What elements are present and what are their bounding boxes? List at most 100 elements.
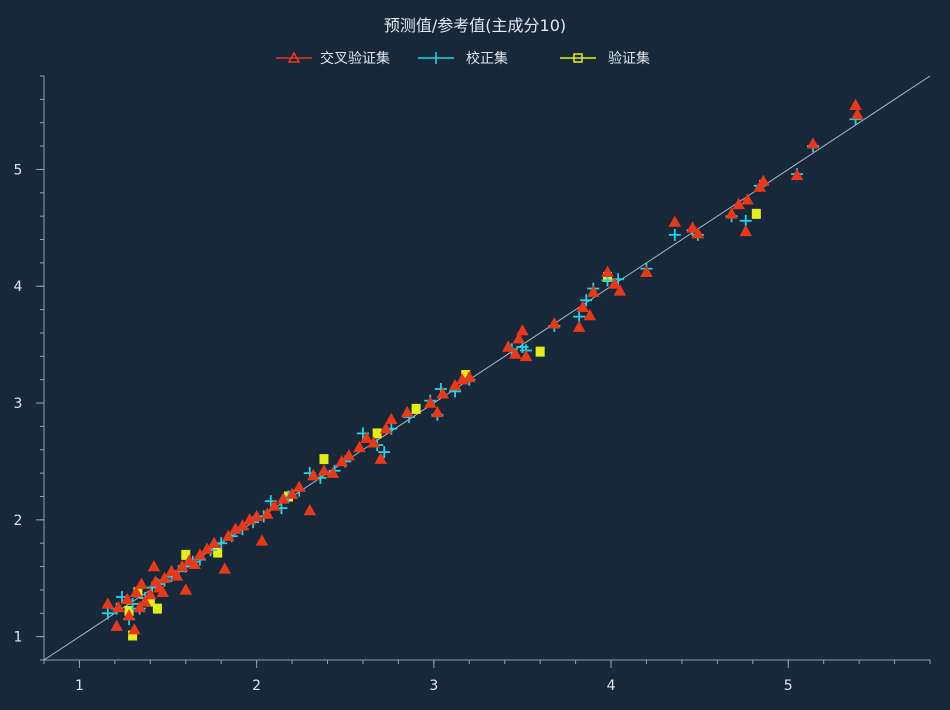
data-point <box>424 396 437 408</box>
data-point <box>436 387 449 399</box>
data-point <box>463 370 476 383</box>
data-point <box>152 603 162 614</box>
data-point <box>757 174 770 186</box>
data-point <box>138 595 152 607</box>
data-point <box>128 623 141 635</box>
data-point <box>319 454 329 465</box>
series-cross-validation <box>101 98 864 635</box>
data-point <box>516 324 529 336</box>
data-point <box>268 499 281 511</box>
legend-marker <box>573 53 583 63</box>
data-point <box>285 487 299 499</box>
data-point <box>851 107 864 120</box>
data-point <box>303 503 317 516</box>
data-point <box>317 464 331 476</box>
data-point <box>751 208 761 219</box>
data-point <box>112 600 125 613</box>
data-point <box>222 529 235 541</box>
data-point <box>307 468 320 481</box>
data-point <box>101 597 115 609</box>
data-point <box>431 405 444 418</box>
data-point <box>732 197 745 210</box>
data-point <box>512 332 526 344</box>
data-point <box>276 492 290 504</box>
data-point <box>335 454 348 467</box>
data-point <box>501 340 515 352</box>
data-point <box>548 317 561 329</box>
data-point <box>213 547 223 558</box>
data-point <box>725 207 738 219</box>
data-point <box>188 557 201 569</box>
legend-label: 交叉验证集 <box>320 50 390 67</box>
data-point <box>741 193 754 205</box>
legend-item[interactable]: 校正集 <box>418 50 508 67</box>
data-point <box>144 588 157 600</box>
data-point <box>668 228 681 241</box>
data-point <box>411 403 421 414</box>
data-point <box>170 569 184 581</box>
legend-label: 校正集 <box>466 50 508 67</box>
data-point <box>353 440 366 453</box>
data-point <box>790 168 804 181</box>
data-point <box>193 548 207 560</box>
data-point <box>122 609 136 621</box>
data-point <box>580 294 593 307</box>
data-point <box>179 583 193 595</box>
data-point <box>691 227 705 239</box>
data-point <box>165 564 178 576</box>
data-point <box>360 431 373 443</box>
data-point <box>260 507 274 519</box>
data-point <box>686 221 699 233</box>
data-point <box>601 265 614 277</box>
data-point <box>218 562 232 574</box>
x-tick-label: 3 <box>429 678 438 694</box>
x-tick-label: 5 <box>784 678 793 694</box>
data-point <box>121 592 134 605</box>
data-point <box>326 466 340 478</box>
data-point <box>156 585 169 598</box>
data-point <box>448 378 462 391</box>
data-point <box>576 300 589 313</box>
data-point <box>613 284 627 296</box>
data-point <box>739 224 752 237</box>
data-point <box>175 560 189 572</box>
data-point <box>181 549 191 560</box>
data-point <box>255 534 269 546</box>
data-point <box>640 265 653 277</box>
legend-item[interactable]: 交叉验证集 <box>276 50 390 67</box>
data-point <box>385 412 398 425</box>
data-point <box>849 98 862 110</box>
y-tick-label: 1 <box>14 630 23 646</box>
x-tick-label: 1 <box>75 678 84 694</box>
data-point <box>806 137 820 149</box>
data-point <box>519 349 533 362</box>
data-point <box>753 180 767 192</box>
data-point <box>583 308 597 321</box>
data-point <box>587 285 600 297</box>
data-point <box>158 571 171 583</box>
legend-label: 验证集 <box>608 50 650 67</box>
y-tick-label: 2 <box>14 513 23 529</box>
y-tick-label: 3 <box>14 396 23 412</box>
data-point <box>101 607 114 620</box>
axes: 1 2 3 4 5 1 2 3 4 5 <box>14 75 931 694</box>
data-point <box>236 519 249 531</box>
data-point <box>572 320 586 332</box>
legend-item[interactable]: 验证集 <box>560 50 650 67</box>
data-point <box>292 480 306 492</box>
data-point <box>374 452 387 464</box>
chart-title: 预测值/参考值(主成分10) <box>384 16 566 35</box>
data-point <box>400 405 414 418</box>
y-tick-label: 4 <box>14 279 23 295</box>
x-tick-label: 2 <box>252 678 261 694</box>
data-point <box>207 536 221 548</box>
data-point <box>378 446 391 459</box>
data-point <box>133 600 146 613</box>
data-point <box>183 554 196 566</box>
data-point <box>535 346 545 357</box>
data-point <box>608 277 621 289</box>
data-point <box>129 585 143 598</box>
data-point <box>250 509 263 522</box>
